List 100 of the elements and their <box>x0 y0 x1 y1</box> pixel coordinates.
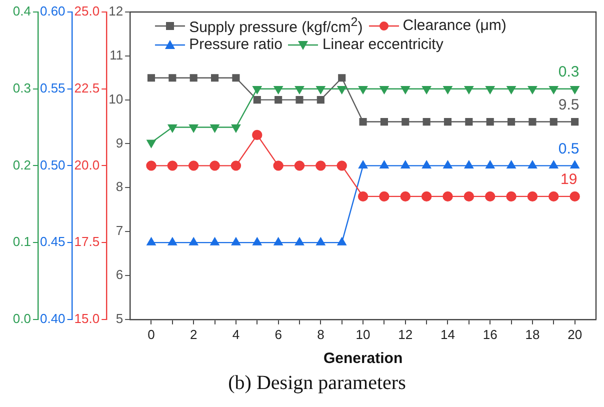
point <box>550 118 558 126</box>
point <box>570 86 580 94</box>
y-tick-label: 6 <box>116 267 124 282</box>
point <box>338 74 346 82</box>
point <box>443 86 452 94</box>
x-tick-label: 10 <box>356 326 370 342</box>
data-label: 9.5 <box>558 96 580 114</box>
y3-tick-label: 0.40 <box>40 310 66 326</box>
x-tick-label: 2 <box>190 326 198 342</box>
y-tick-label: 8 <box>116 179 124 194</box>
y3-tick-label: 0.60 <box>40 4 66 19</box>
x-tick-label: 8 <box>317 326 324 342</box>
point <box>464 86 474 94</box>
point <box>379 191 390 202</box>
point <box>485 191 496 202</box>
text: (b) Design parameters <box>227 372 407 395</box>
y2-tick-label: 15.0 <box>74 310 100 326</box>
point <box>295 86 304 94</box>
y-tick-label: 10 <box>108 91 124 106</box>
y2-tick-label: 17.5 <box>74 234 100 250</box>
point <box>230 160 242 171</box>
point <box>188 160 199 171</box>
point <box>316 86 326 94</box>
y-tick-label: 12 <box>108 4 124 19</box>
point <box>210 160 220 171</box>
y2-tick-label: 25.0 <box>74 4 100 19</box>
point <box>400 191 410 202</box>
x-tick-label: 14 <box>440 326 455 342</box>
x-axis-title: Generation <box>323 350 403 368</box>
data-label: 0.3 <box>558 63 580 80</box>
y-tick-label: 9 <box>116 135 124 150</box>
point <box>570 191 580 202</box>
y-tick-label: 5 <box>116 310 124 326</box>
point <box>442 191 453 202</box>
point <box>252 86 262 94</box>
point <box>422 118 430 126</box>
point <box>316 96 324 104</box>
point <box>274 86 283 94</box>
point <box>316 160 326 171</box>
point <box>294 160 305 171</box>
point <box>337 86 346 94</box>
point <box>359 118 367 126</box>
x-tick-label: 0 <box>148 326 155 342</box>
point <box>380 118 388 126</box>
legend-label: Pressure ratio <box>189 36 282 53</box>
point <box>231 124 240 132</box>
x-tick-label: 12 <box>398 326 413 342</box>
point <box>380 86 389 94</box>
point <box>464 191 474 202</box>
x-tick-label: 18 <box>525 326 540 342</box>
y-tick-label: 0.3 <box>12 80 31 96</box>
legend-label: Clearance (μm) <box>402 17 506 34</box>
point <box>486 86 495 94</box>
y3-tick-label: 0.55 <box>40 80 66 96</box>
point <box>549 86 558 94</box>
y3-tick-label: 0.45 <box>40 234 66 250</box>
point <box>506 86 516 94</box>
point <box>571 118 579 126</box>
y-tick-label: 0.4 <box>12 4 31 19</box>
point <box>506 191 516 202</box>
point <box>146 140 156 148</box>
point <box>336 160 347 171</box>
point <box>358 191 368 202</box>
legend-label: Linear eccentricity <box>322 36 444 53</box>
point <box>465 118 473 126</box>
point <box>400 86 410 94</box>
point <box>189 124 198 132</box>
point <box>168 74 176 82</box>
point <box>273 160 284 171</box>
point <box>252 130 262 140</box>
point <box>253 96 261 104</box>
point <box>528 118 536 126</box>
point <box>402 118 410 126</box>
y3-tick-label: 0.50 <box>40 157 66 172</box>
point <box>548 191 559 202</box>
y-tick-label: 11 <box>110 47 124 62</box>
point <box>444 118 452 126</box>
point <box>232 74 240 82</box>
y-tick-label: 0.1 <box>12 234 31 250</box>
x-tick-label: 16 <box>482 326 498 342</box>
point <box>486 118 494 126</box>
point <box>421 191 432 202</box>
point <box>146 160 156 171</box>
point <box>147 74 156 82</box>
legend-label: Supply pressure (kgf/cm$^{2}$) <box>189 15 363 36</box>
y-tick-label: 0.2 <box>12 157 31 172</box>
point <box>167 160 178 171</box>
x-tick-label: 4 <box>232 326 240 342</box>
point <box>190 74 198 82</box>
point <box>422 86 432 94</box>
point <box>296 96 304 104</box>
point <box>168 124 177 132</box>
x-tick-label: 6 <box>274 326 282 342</box>
y-tick-label: 0.0 <box>12 310 31 326</box>
y2-tick-label: 20.0 <box>74 157 100 172</box>
point <box>358 86 368 94</box>
point <box>508 118 516 126</box>
point <box>527 191 538 202</box>
point <box>274 96 282 104</box>
point <box>528 86 537 94</box>
